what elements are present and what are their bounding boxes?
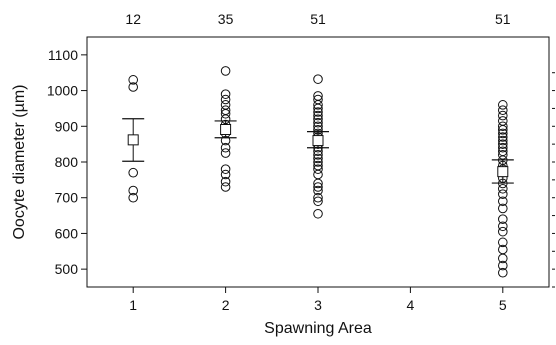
right-edge-marks	[552, 72, 555, 288]
mean-marker	[127, 134, 139, 146]
data-point	[498, 121, 508, 132]
mean-marker	[497, 166, 509, 178]
data-point	[313, 182, 323, 192]
mean-marker	[220, 124, 232, 135]
y-tick-label: 900	[55, 118, 79, 134]
data-point	[313, 153, 323, 164]
data-point	[313, 114, 323, 124]
data-point	[498, 139, 508, 149]
data-point	[498, 253, 508, 264]
y-tick-label: 800	[55, 154, 79, 170]
data-point	[313, 196, 323, 207]
data-point	[313, 157, 323, 167]
data-point	[220, 66, 231, 76]
y-axis: 500 600 700 800 900 1000 1100	[47, 47, 87, 277]
group-size-label: 12	[125, 11, 141, 27]
data-point	[313, 121, 323, 132]
data-point	[498, 260, 508, 271]
data-point	[498, 128, 508, 139]
y-tick-label: 500	[55, 261, 79, 277]
data-point	[498, 214, 508, 224]
data-point	[220, 89, 231, 99]
data-point	[498, 135, 508, 146]
data-point	[313, 185, 323, 196]
data-point	[498, 110, 508, 121]
data-point	[313, 164, 323, 174]
data-point	[313, 110, 323, 121]
mean-marker	[312, 135, 324, 147]
data-point	[313, 178, 323, 189]
data-point	[220, 176, 231, 187]
group-means	[122, 118, 514, 184]
data-point	[313, 150, 323, 160]
y-tick-label: 700	[55, 190, 79, 206]
data-point	[313, 74, 323, 84]
data-point	[128, 185, 138, 196]
x-tick-label: 3	[314, 297, 322, 313]
y-tick-label: 1100	[48, 47, 78, 63]
y-tick-label: 1000	[47, 83, 78, 99]
data-point	[498, 267, 508, 278]
x-tick-label: 2	[222, 297, 230, 313]
x-axis: 1 2 3 4 5	[129, 287, 507, 313]
data-point	[220, 169, 231, 180]
x-tick-label: 5	[499, 297, 507, 313]
data-point	[220, 164, 231, 174]
data-point	[128, 82, 138, 92]
group-size-label: 51	[310, 11, 326, 27]
data-point	[313, 169, 323, 180]
data-point	[220, 142, 231, 153]
data-point	[498, 150, 508, 160]
data-point	[313, 107, 323, 117]
data-points	[128, 66, 508, 278]
x-tick-label: 1	[129, 297, 137, 313]
data-point	[220, 148, 231, 158]
data-point	[498, 221, 508, 232]
data-point	[498, 226, 508, 237]
data-point	[128, 75, 138, 85]
data-point	[498, 196, 508, 207]
data-point	[498, 105, 508, 116]
group-size-label: 35	[218, 11, 234, 27]
group-size-labels: 12 35 51 51	[125, 11, 510, 27]
y-axis-label: Oocyte diameter (µm)	[11, 84, 28, 239]
data-point	[128, 167, 138, 178]
x-axis-label: Spawning Area	[264, 320, 372, 337]
data-point	[498, 132, 508, 142]
x-tick-label: 4	[407, 297, 415, 313]
data-point	[128, 192, 138, 203]
group-size-label: 51	[495, 11, 511, 27]
data-point	[498, 100, 508, 110]
data-point	[498, 237, 508, 248]
data-point	[313, 100, 323, 110]
data-point	[498, 189, 508, 199]
y-tick-label: 600	[55, 225, 79, 241]
data-point	[313, 192, 323, 203]
data-point	[313, 117, 323, 128]
data-point	[220, 182, 231, 192]
data-point	[313, 103, 323, 114]
data-point	[498, 183, 508, 194]
data-point	[498, 203, 508, 214]
data-point	[220, 108, 231, 119]
data-point	[498, 142, 508, 153]
data-point	[313, 208, 323, 219]
data-point	[220, 94, 231, 105]
data-point	[498, 125, 508, 135]
